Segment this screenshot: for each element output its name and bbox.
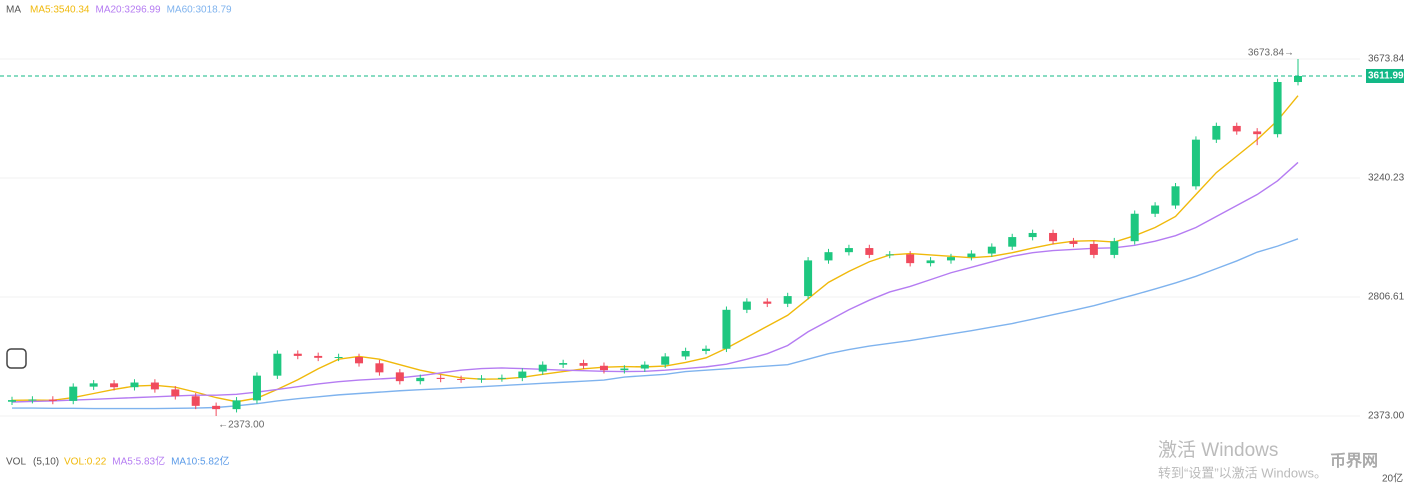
- candle-body: [110, 383, 119, 388]
- volume-axis-label: 20亿: [1382, 472, 1403, 485]
- candle-body: [599, 365, 608, 371]
- ma-line: [11, 161, 1299, 403]
- candle-body: [1069, 241, 1078, 244]
- candle-body: [1232, 125, 1241, 132]
- candle-body: [1130, 213, 1139, 242]
- candle-body: [171, 389, 180, 397]
- candle-body: [436, 377, 445, 379]
- candle-body: [375, 363, 384, 373]
- candle-body: [273, 353, 282, 376]
- candle-body: [1273, 82, 1282, 135]
- candle-body: [1171, 186, 1180, 206]
- candle-body: [416, 377, 425, 382]
- candle-body: [640, 364, 649, 369]
- candle-body: [395, 372, 404, 382]
- expand-icon[interactable]: [6, 348, 27, 369]
- ma-line: [11, 95, 1299, 403]
- legend-entry: MA60:3018.79: [167, 5, 232, 16]
- current-price-box: [1366, 68, 1404, 83]
- candle-body: [1253, 131, 1262, 135]
- candle-body: [559, 363, 568, 365]
- volume-params: (5,10): [33, 457, 59, 468]
- y-tick-label: 2806.61: [1368, 292, 1405, 303]
- candle-body: [191, 396, 200, 406]
- candle-body: [783, 296, 792, 304]
- candle-body: [1110, 241, 1119, 255]
- candle-body: [457, 378, 466, 380]
- candle-body: [1028, 232, 1037, 238]
- candle-body: [906, 254, 915, 264]
- candle-body: [620, 368, 629, 371]
- candle-body: [967, 253, 976, 258]
- candle-body: [150, 382, 159, 390]
- candle-body: [702, 348, 711, 351]
- candle-body: [1008, 237, 1017, 247]
- legend-entry: MA20:3296.99: [96, 5, 161, 16]
- candle-body: [1212, 125, 1221, 140]
- candle-body: [8, 400, 16, 402]
- candle-body: [48, 399, 57, 401]
- current-price-label: 3611.99: [1368, 71, 1404, 82]
- candle-body: [804, 260, 813, 297]
- activate-hint: 转到“设置”以激活 Windows。: [1158, 465, 1327, 480]
- candle-body: [865, 248, 874, 255]
- watermark: 币界网: [1330, 452, 1378, 470]
- candle-body: [722, 309, 731, 349]
- candle-body: [212, 405, 221, 410]
- y-tick-label: 3240.23: [1368, 173, 1405, 184]
- candle-body: [1294, 75, 1302, 83]
- candle-body: [742, 301, 751, 310]
- volume-legend-entry: MA10:5.82亿: [171, 455, 229, 468]
- y-tick-label: 2373.00: [1368, 411, 1405, 422]
- candle-body: [334, 357, 343, 359]
- candle-body: [293, 353, 302, 356]
- legend-entry: MA5:3540.34: [30, 5, 90, 16]
- candle-body: [355, 357, 364, 364]
- candle-body: [763, 301, 772, 304]
- ma-line: [12, 238, 1299, 410]
- candle-body: [1151, 205, 1160, 214]
- candle-body: [1049, 232, 1058, 242]
- candle-body: [885, 254, 894, 256]
- legend-title: MA: [6, 5, 21, 16]
- candle-body: [518, 371, 527, 378]
- candle-body: [579, 363, 588, 366]
- candle-body: [538, 364, 547, 372]
- candle-body: [89, 383, 98, 387]
- candle-body: [824, 252, 833, 261]
- candle-body: [661, 356, 670, 365]
- candle-body: [314, 355, 323, 358]
- activate-title: 激活 Windows: [1158, 439, 1278, 461]
- candle-body: [232, 400, 241, 410]
- candle-body: [1089, 243, 1098, 255]
- candle-body: [1191, 139, 1200, 187]
- candle-body: [130, 382, 139, 388]
- volume-legend-entry: MA5:5.83亿: [112, 455, 165, 468]
- candle-body: [987, 246, 996, 254]
- candle-body: [252, 375, 261, 401]
- candle-body: [946, 257, 955, 261]
- high-annotation: 3673.84→: [1248, 48, 1294, 59]
- low-annotation: ←2373.00: [218, 420, 265, 431]
- y-tick-label: 3673.84: [1368, 54, 1405, 65]
- candle-body: [497, 377, 506, 379]
- candle-body: [477, 378, 486, 380]
- volume-title: VOL: [6, 457, 26, 468]
- candle-body: [681, 350, 690, 357]
- candle-body: [844, 248, 853, 253]
- candle-body: [926, 260, 935, 264]
- volume-legend-entry: VOL:0.22: [64, 457, 107, 468]
- candle-body: [28, 399, 37, 401]
- candle-body: [69, 386, 78, 401]
